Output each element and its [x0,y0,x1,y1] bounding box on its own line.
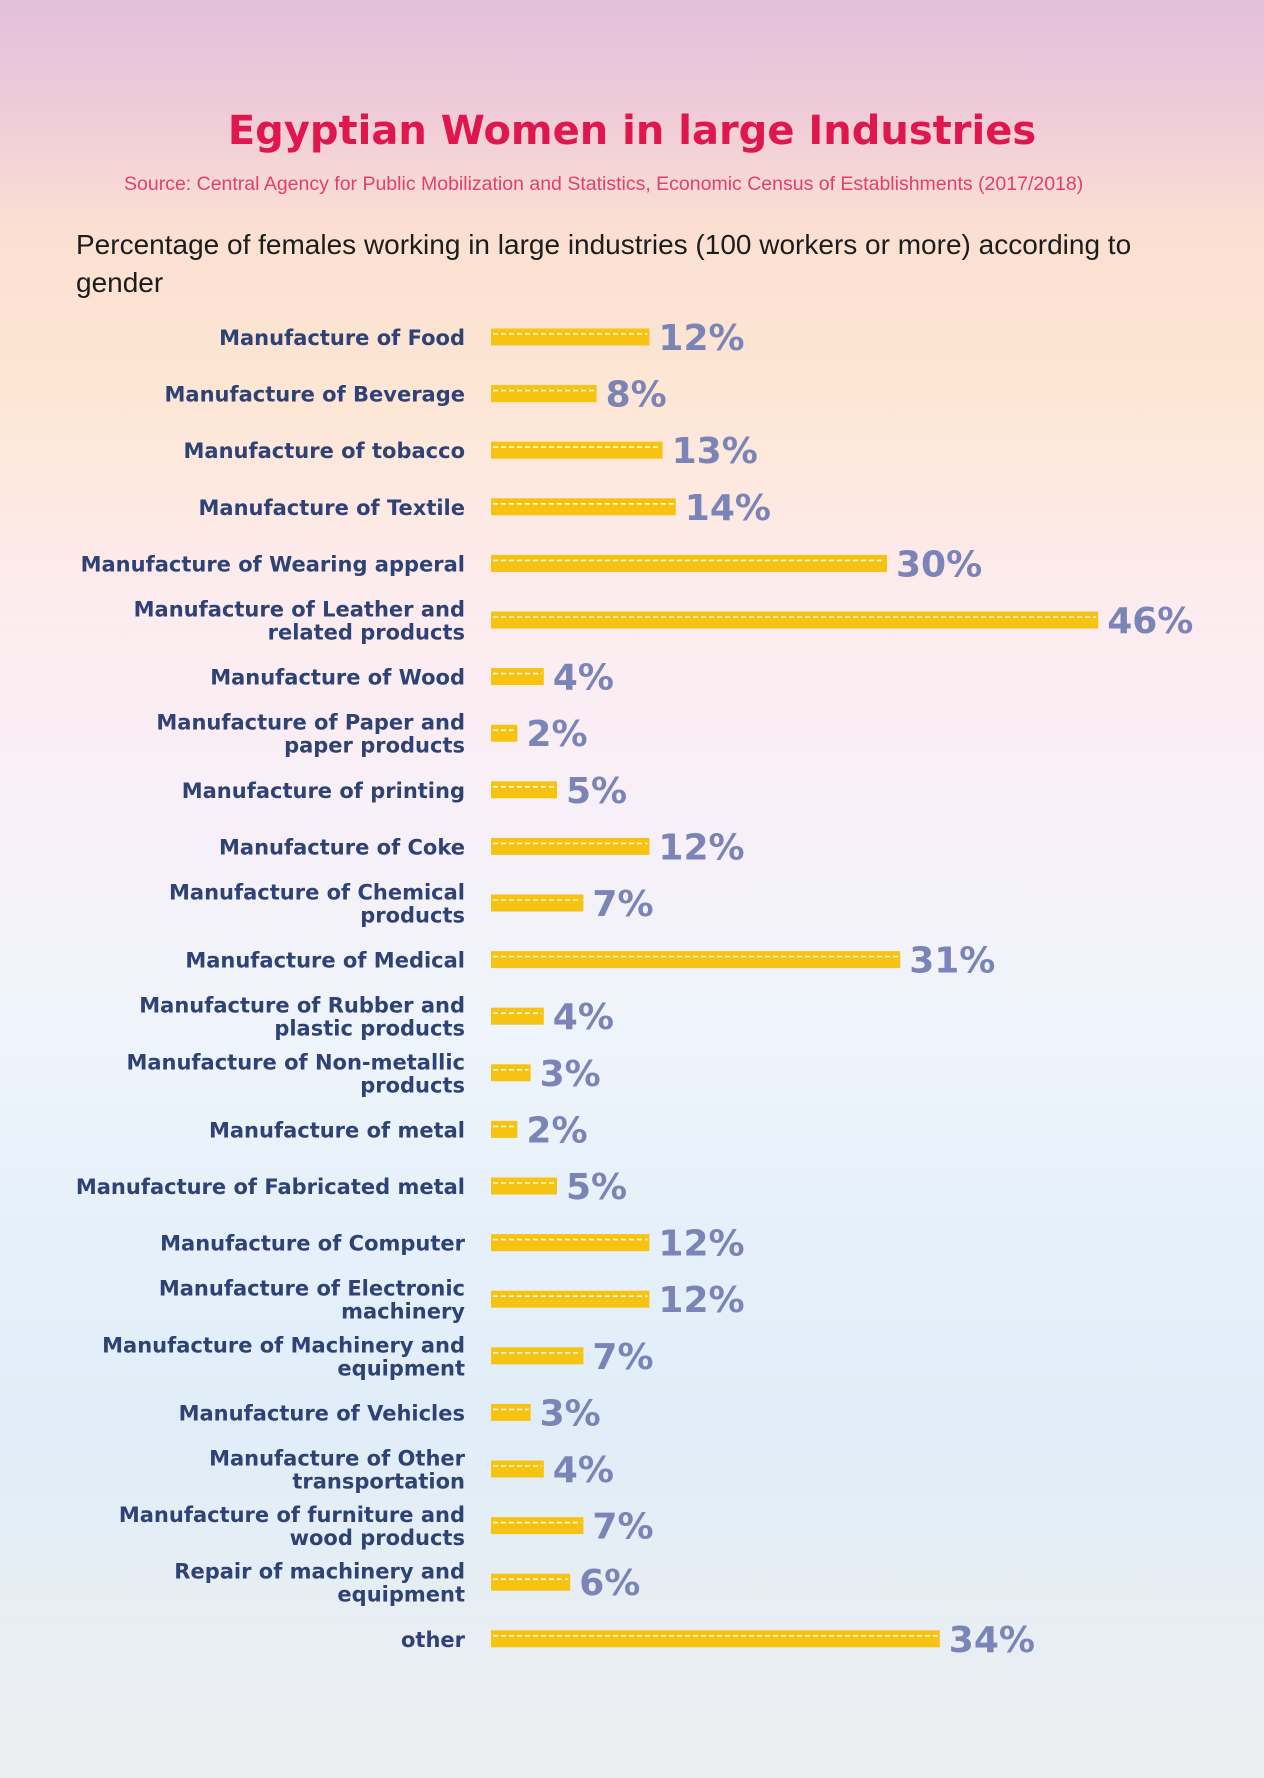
category-label-18-line-0: Manufacture of Machinery and [102,1333,465,1357]
value-label-0: 12% [658,318,744,359]
bar-20 [491,1460,544,1478]
value-label-9: 12% [658,827,744,868]
bar-2 [491,441,663,459]
category-label-15: Manufacture of Fabricated metal [76,1175,465,1199]
bar-10 [491,894,584,912]
bar-8 [491,781,557,799]
category-label-5-line-1: related products [268,621,465,645]
bar-12 [491,1007,544,1025]
value-label-22: 6% [579,1563,640,1604]
category-label-23: other [401,1628,466,1652]
value-label-19: 3% [540,1393,601,1434]
bar-16 [491,1234,650,1252]
value-label-1: 8% [606,375,667,416]
category-label-9: Manufacture of Coke [219,835,465,859]
bar-9 [491,837,650,855]
category-label-13-line-1: products [360,1073,465,1097]
category-label-8: Manufacture of printing [182,779,465,803]
category-label-17-line-0: Manufacture of Electronic [159,1277,465,1301]
category-label-20-line-1: transportation [292,1470,465,1494]
category-label-14: Manufacture of metal [209,1118,465,1142]
bar-1 [491,385,597,403]
category-label-7-line-0: Manufacture of Paper and [156,711,465,735]
category-label-22-line-0: Repair of machinery and [174,1560,465,1584]
bar-11 [491,951,901,969]
category-label-10-line-1: products [360,904,465,928]
value-label-3: 14% [685,488,771,529]
bar-21 [491,1517,584,1535]
value-label-17: 12% [658,1280,744,1321]
category-label-5-line-0: Manufacture of Leather and [134,598,465,622]
bar-17 [491,1290,650,1308]
category-label-7-line-1: paper products [284,734,465,758]
value-label-16: 12% [658,1224,744,1265]
category-label-10-line-0: Manufacture of Chemical [169,881,465,905]
bar-7 [491,724,518,742]
chart-subtitle: Percentage of females working in large i… [76,229,1132,298]
value-label-15: 5% [566,1167,627,1208]
source-note: Source: Central Agency for Public Mobili… [124,173,1084,195]
value-label-20: 4% [553,1450,614,1491]
bar-13 [491,1064,531,1082]
bar-19 [491,1403,531,1421]
value-label-5: 46% [1107,601,1193,642]
category-label-22-line-1: equipment [337,1583,465,1607]
value-label-10: 7% [592,884,653,925]
value-label-23: 34% [949,1620,1035,1661]
value-label-13: 3% [540,1054,601,1095]
page-title: Egyptian Women in large Industries [227,108,1037,154]
bar-5 [491,611,1099,629]
category-label-4: Manufacture of Wearing apperal [81,552,465,576]
value-label-4: 30% [896,544,982,585]
category-label-20-line-0: Manufacture of Other [209,1447,466,1471]
category-label-21-line-1: wood products [290,1526,465,1550]
value-label-2: 13% [672,431,758,472]
category-label-17-line-1: machinery [341,1300,465,1324]
bar-4 [491,554,887,572]
category-label-12-line-1: plastic products [274,1017,465,1041]
value-label-7: 2% [526,714,587,755]
value-label-6: 4% [553,658,614,699]
bar-14 [491,1120,518,1138]
bar-3 [491,498,676,516]
value-label-12: 4% [553,997,614,1038]
value-label-11: 31% [909,941,995,982]
bar-23 [491,1630,940,1648]
category-label-19: Manufacture of Vehicles [179,1401,465,1425]
bar-18 [491,1347,584,1365]
value-label-8: 5% [566,771,627,812]
category-label-2: Manufacture of tobacco [184,439,466,463]
value-label-21: 7% [592,1507,653,1548]
category-label-12-line-0: Manufacture of Rubber and [139,994,465,1018]
value-label-18: 7% [592,1337,653,1378]
category-label-6: Manufacture of Wood [210,666,465,690]
bar-15 [491,1177,557,1195]
category-label-3: Manufacture of Textile [199,496,466,520]
category-label-11: Manufacture of Medical [185,949,465,973]
value-label-14: 2% [526,1110,587,1151]
category-label-21-line-0: Manufacture of furniture and [119,1503,465,1527]
category-label-0: Manufacture of Food [219,326,465,350]
category-label-13-line-0: Manufacture of Non-metallic [126,1050,465,1074]
category-label-16: Manufacture of Computer [160,1232,465,1256]
bar-22 [491,1573,571,1591]
category-label-18-line-1: equipment [337,1356,465,1380]
category-label-1: Manufacture of Beverage [165,383,465,407]
bar-0 [491,328,650,346]
bar-6 [491,668,544,686]
